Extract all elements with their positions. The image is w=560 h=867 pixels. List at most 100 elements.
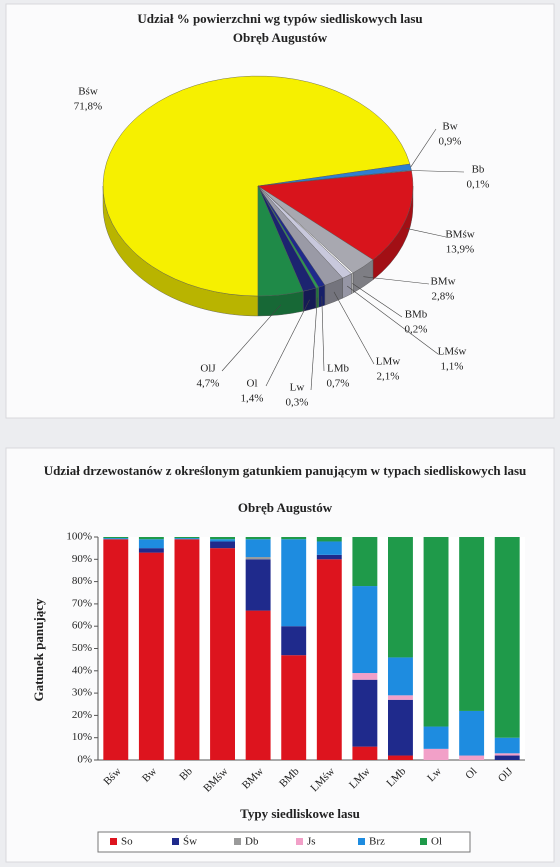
y-tick-label: 90% <box>72 553 92 565</box>
slice-value-label: 0,1% <box>467 179 490 191</box>
y-tick-label: 20% <box>72 709 92 721</box>
bar-segment <box>103 538 129 540</box>
legend-swatch <box>420 838 427 845</box>
y-tick-label: 30% <box>72 687 92 699</box>
bar-segment <box>210 539 235 542</box>
bar-segment <box>494 753 520 756</box>
slice-value-label: 0,7% <box>327 378 350 390</box>
slice-category: Ol <box>247 378 258 390</box>
leader-line <box>221 304 282 372</box>
slice-value-label: 2,1% <box>377 371 400 383</box>
legend-label: Brz <box>369 836 385 848</box>
bar-segment <box>423 537 449 727</box>
y-axis-label: Gatunek panujący <box>31 598 46 701</box>
y-tick-label: 0% <box>77 754 92 766</box>
bar-segment <box>245 537 271 540</box>
slice-value-label: 71,8% <box>74 101 102 113</box>
bar-segment <box>352 746 378 760</box>
y-tick-label: 40% <box>72 664 92 676</box>
bar-segment <box>316 537 342 542</box>
legend-swatch <box>358 838 365 845</box>
slice <box>257 170 414 261</box>
chart-title: Udział drzewostanów z określonym gatunki… <box>44 463 527 478</box>
bar-segment <box>352 586 378 674</box>
legend-swatch <box>172 838 179 845</box>
bar-segment <box>423 726 449 749</box>
bar-segment <box>138 552 164 760</box>
bar-segment <box>459 710 485 756</box>
plot-area <box>98 537 525 760</box>
bar-segment <box>138 539 164 549</box>
legend-label: Św <box>183 836 197 848</box>
slice-value-label: 4,7% <box>197 378 220 390</box>
slice-category: LMśw <box>438 346 467 358</box>
slice-value-label: 0,3% <box>286 397 309 409</box>
legend-swatch <box>234 838 241 845</box>
slice <box>102 75 411 297</box>
leader-line <box>363 276 430 285</box>
bar-segment <box>174 537 200 539</box>
chart-title: Udział % powierzchni wg typów siedliskow… <box>137 11 422 26</box>
bar-segment <box>352 537 378 587</box>
y-tick-label: 50% <box>72 642 92 654</box>
bar-segment <box>210 537 235 540</box>
slice-category: BMśw <box>445 229 474 241</box>
leader-line <box>346 285 439 355</box>
slice-value-label: 1,4% <box>241 393 264 405</box>
leader-line <box>310 297 318 391</box>
bar-segment <box>388 755 413 760</box>
bar-segment <box>281 655 307 760</box>
chart-subtitle: Obręb Augustów <box>233 30 328 45</box>
bar-segment <box>388 657 413 696</box>
y-tick-label: 60% <box>72 620 92 632</box>
slice-side <box>315 286 319 309</box>
slice-category: Bśw <box>78 86 98 98</box>
slice-category: LMb <box>327 363 350 375</box>
slice-value-label: 0,2% <box>405 324 428 336</box>
slice-category: Lw <box>290 382 305 394</box>
slice-value-label: 1,1% <box>441 361 464 373</box>
bar-segment <box>245 559 271 611</box>
bar-segment <box>388 537 413 658</box>
legend-label: Ol <box>431 836 442 848</box>
leader-line <box>411 170 465 173</box>
bar-segment <box>210 541 235 549</box>
bar-segment <box>494 755 520 760</box>
bar-segment <box>138 548 164 553</box>
bar-segment <box>281 539 307 627</box>
bar-segment <box>316 559 342 760</box>
bar-segment <box>174 539 200 760</box>
bar-segment <box>388 699 413 756</box>
bar-segment <box>210 548 235 760</box>
leader-line <box>410 128 437 168</box>
y-tick-label: 10% <box>72 731 92 743</box>
legend-swatch <box>110 838 117 845</box>
bar-segment <box>138 537 164 540</box>
bar-segment <box>281 537 307 540</box>
slice-category: BMb <box>405 309 428 321</box>
slice-value-label: 13,9% <box>446 244 474 256</box>
leader-line <box>406 228 447 238</box>
bar-segment <box>245 557 271 560</box>
bar-segment <box>103 537 129 539</box>
bar-segment <box>352 673 378 680</box>
slice-value-label: 0,9% <box>439 136 462 148</box>
slice-side <box>351 272 354 295</box>
leader-line <box>265 299 310 387</box>
y-tick-label: 70% <box>72 597 92 609</box>
bar-segment <box>459 755 485 760</box>
legend-swatch <box>296 838 303 845</box>
slice-value-label: 2,8% <box>432 291 455 303</box>
bar-segment <box>459 537 485 711</box>
bar-segment <box>494 737 520 754</box>
slice-side <box>302 287 317 312</box>
y-tick-label: 100% <box>66 531 92 543</box>
slice-category: LMw <box>376 356 401 368</box>
legend <box>97 831 471 853</box>
x-axis-label: Typy siedliskowe lasu <box>240 806 360 821</box>
slice-category: OlJ <box>200 363 216 375</box>
bar-segment <box>423 748 449 760</box>
y-tick-label: 80% <box>72 575 92 587</box>
